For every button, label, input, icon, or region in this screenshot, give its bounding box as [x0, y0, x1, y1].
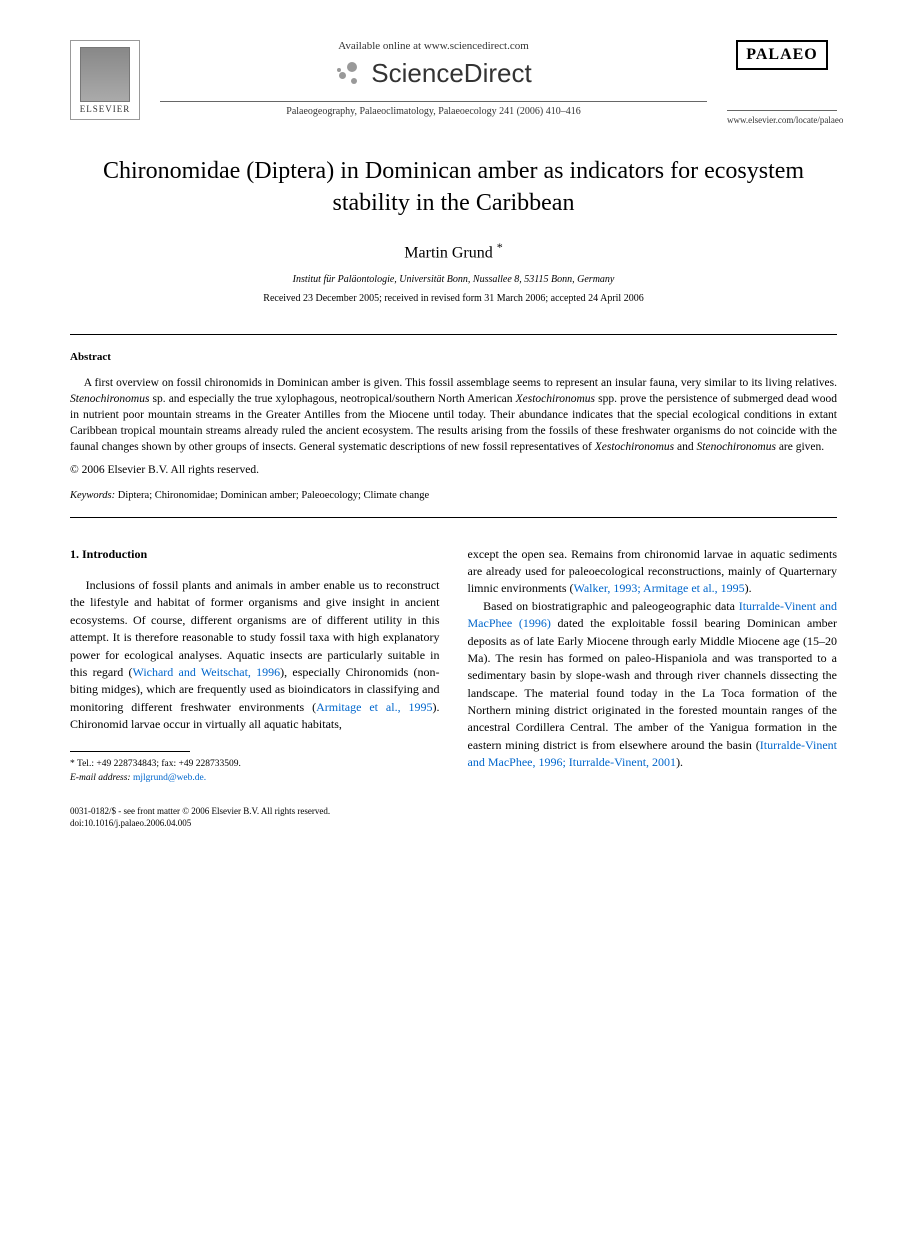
intro-paragraph-1-cont: except the open sea. Remains from chiron…	[468, 546, 838, 598]
sciencedirect-brand: ScienceDirect	[160, 58, 707, 89]
center-header: Available online at www.sciencedirect.co…	[140, 40, 727, 117]
bottom-meta: 0031-0182/$ - see front matter © 2006 El…	[70, 805, 440, 829]
abstract-copyright: © 2006 Elsevier B.V. All rights reserved…	[70, 464, 837, 476]
elsevier-label: ELSEVIER	[80, 104, 131, 114]
sciencedirect-icon	[335, 60, 363, 88]
column-right: except the open sea. Remains from chiron…	[468, 546, 838, 830]
author-marker: *	[497, 240, 503, 254]
palaeo-logo: PALAEO	[736, 40, 827, 70]
footnote-separator	[70, 751, 190, 752]
keywords-values: Diptera; Chironomidae; Dominican amber; …	[115, 490, 429, 501]
article-dates: Received 23 December 2005; received in r…	[70, 293, 837, 304]
keywords-line: Keywords: Diptera; Chironomidae; Dominic…	[70, 490, 837, 501]
elsevier-tree-icon	[80, 47, 130, 102]
citation-wichard[interactable]: Wichard and Weitschat, 1996	[132, 665, 280, 679]
abstract-text: A first overview on fossil chironomids i…	[70, 375, 837, 455]
affiliation: Institut für Paläontologie, Universität …	[70, 274, 837, 285]
column-left: 1. Introduction Inclusions of fossil pla…	[70, 546, 440, 830]
corr-email-line: E-mail address: mjlgrund@web.de.	[70, 772, 440, 785]
email-address[interactable]: mjlgrund@web.de.	[131, 773, 207, 783]
front-matter-line: 0031-0182/$ - see front matter © 2006 El…	[70, 805, 440, 817]
abstract-heading: Abstract	[70, 351, 837, 363]
journal-logo-block: PALAEO www.elsevier.com/locate/palaeo	[727, 40, 837, 125]
corr-tel-fax: * Tel.: +49 228734843; fax: +49 22873350…	[70, 758, 440, 771]
section-heading-intro: 1. Introduction	[70, 546, 440, 563]
sciencedirect-name: ScienceDirect	[371, 58, 531, 89]
author-name: Martin Grund	[404, 244, 492, 261]
citation-armitage-1[interactable]: Armitage et al., 1995	[316, 700, 432, 714]
page-header: ELSEVIER Available online at www.science…	[70, 40, 837, 125]
email-label: E-mail address:	[70, 773, 131, 783]
intro-paragraph-2: Based on biostratigraphic and paleogeogr…	[468, 598, 838, 772]
citation-walker-armitage[interactable]: Walker, 1993; Armitage et al., 1995	[573, 581, 744, 595]
article-title: Chironomidae (Diptera) in Dominican ambe…	[70, 155, 837, 220]
intro-paragraph-1: Inclusions of fossil plants and animals …	[70, 577, 440, 734]
keywords-label: Keywords:	[70, 490, 115, 501]
abstract-top-rule	[70, 334, 837, 335]
available-online-text: Available online at www.sciencedirect.co…	[160, 40, 707, 52]
abstract-bottom-rule	[70, 517, 837, 518]
elsevier-logo: ELSEVIER	[70, 40, 140, 120]
corresponding-footnote: * Tel.: +49 228734843; fax: +49 22873350…	[70, 758, 440, 785]
body-columns: 1. Introduction Inclusions of fossil pla…	[70, 546, 837, 830]
doi-line: doi:10.1016/j.palaeo.2006.04.005	[70, 817, 440, 829]
header-rule	[160, 101, 707, 102]
journal-reference: Palaeogeography, Palaeoclimatology, Pala…	[160, 106, 707, 117]
journal-rule	[727, 110, 837, 111]
author-line: Martin Grund *	[70, 240, 837, 262]
locate-url: www.elsevier.com/locate/palaeo	[727, 115, 837, 125]
